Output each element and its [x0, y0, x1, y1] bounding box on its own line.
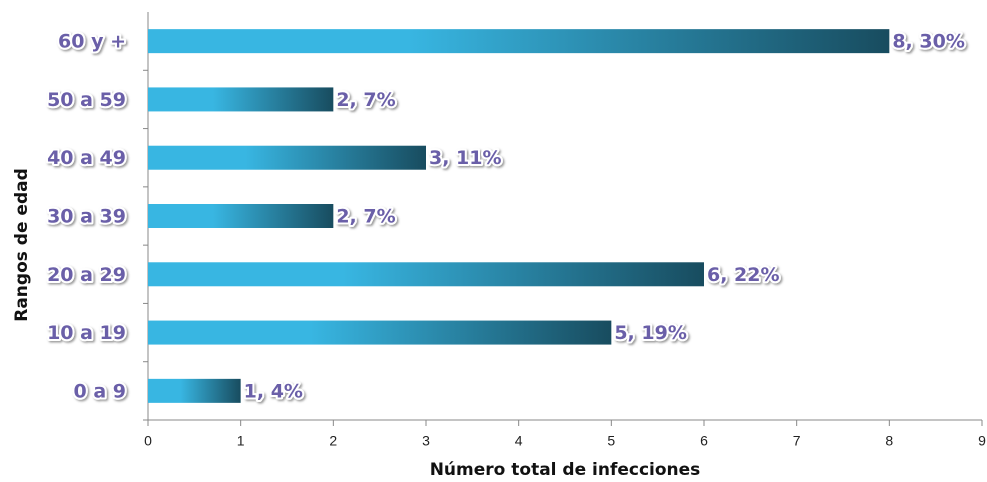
data-label: 5, 19%	[614, 322, 687, 344]
x-tick-label: 4	[515, 433, 523, 449]
data-label: 6, 22%	[707, 264, 780, 286]
bar	[148, 29, 890, 54]
x-tick-label: 7	[793, 433, 801, 449]
data-label: 3, 11%	[429, 147, 502, 169]
x-tick-label: 5	[607, 433, 615, 449]
data-label: 2, 7%	[336, 89, 395, 111]
y-tick-label: 40 a 49	[47, 147, 126, 169]
x-tick-label: 2	[329, 433, 337, 449]
x-tick-label: 1	[237, 433, 245, 449]
y-tick-label: 10 a 19	[47, 322, 126, 344]
y-tick-label: 0 a 9	[74, 380, 127, 402]
x-tick-label: 3	[422, 433, 430, 449]
x-tick-label: 6	[700, 433, 708, 449]
data-label: 1, 4%	[244, 380, 303, 402]
bar	[148, 145, 426, 170]
data-label: 8, 30%	[892, 31, 965, 53]
y-tick-label: 20 a 29	[47, 264, 126, 286]
data-label: 2, 7%	[336, 206, 395, 228]
y-tick-label: 50 a 59	[47, 89, 126, 111]
bar	[148, 320, 612, 345]
x-tick-label: 8	[885, 433, 893, 449]
y-axis-title: Rangos de edad	[12, 168, 32, 322]
y-tick-label: 60 y +	[58, 31, 126, 53]
x-tick-label: 9	[978, 433, 986, 449]
bar	[148, 262, 704, 287]
y-tick-label: 30 a 39	[47, 206, 126, 228]
x-axis-title: Número total de infecciones	[430, 460, 701, 480]
x-tick-label: 0	[144, 433, 152, 449]
bar	[148, 204, 334, 228]
bar	[148, 87, 334, 112]
bar	[148, 378, 241, 403]
